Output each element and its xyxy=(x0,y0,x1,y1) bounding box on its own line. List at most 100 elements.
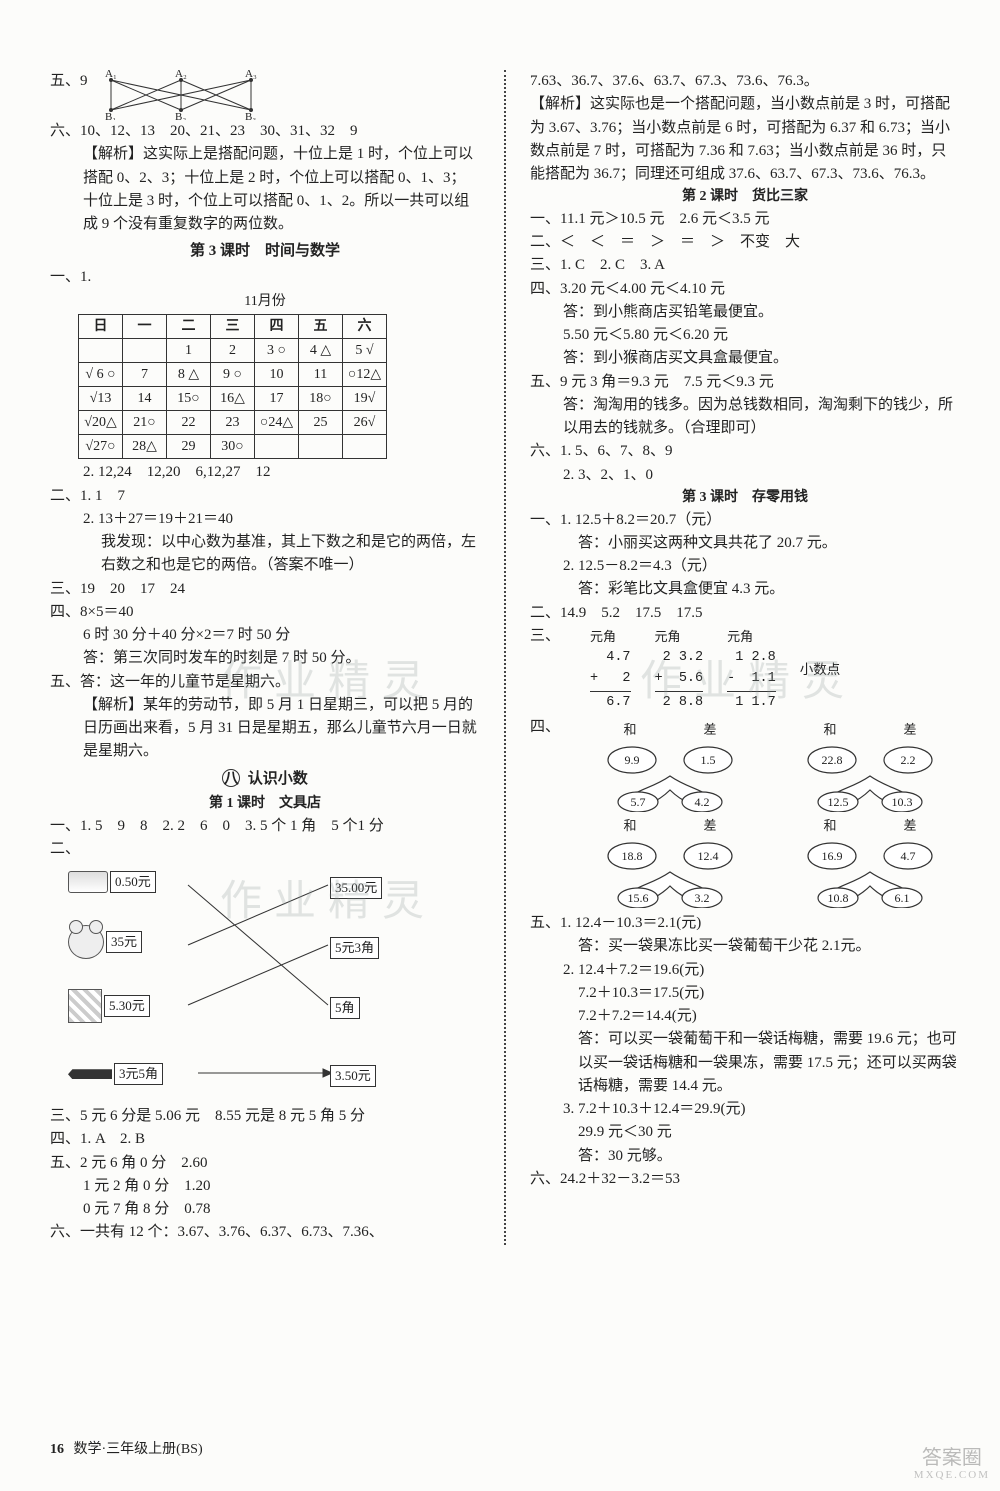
t2-two: 二、＜ ＜ ＝ ＞ ＝ ＞ 不变 大 xyxy=(530,231,960,254)
t3-one-a: 一、1. 12.5＋8.2＝20.7（元） xyxy=(530,509,960,532)
svg-text:18.8: 18.8 xyxy=(622,849,643,863)
corner-watermark: 答案圈 MXQE.COM xyxy=(914,1447,990,1481)
t3-five-3b: 29.9 元＜30 元 xyxy=(530,1121,960,1144)
t3-two: 二、14.9 5.2 17.5 17.5 xyxy=(530,602,960,625)
s1-five-c: 0 元 7 角 8 分 0.78 xyxy=(50,1198,480,1221)
cube-icon xyxy=(68,989,102,1023)
s3-five: 五、答：这一年的儿童节是星期六。 xyxy=(50,671,480,694)
page-root: 五、9 A₁A₂A₃ B₁B₂B₃ 六、10、12、13 20、21、23 30… xyxy=(0,0,1000,1285)
q5-9: 五、9 A₁A₂A₃ B₁B₂B₃ xyxy=(50,70,480,120)
t2-five-a: 五、9 元 3 角＝9.3 元 7.5 元＜9.3 元 xyxy=(530,371,960,394)
calendar-title: 11月份 xyxy=(50,291,480,313)
svg-text:6.1: 6.1 xyxy=(895,891,910,905)
t3-five-1b: 答：买一袋果冻比买一袋葡萄干少花 2.1元。 xyxy=(530,935,960,958)
page-footer: 16 数学·三年级上册(BS) xyxy=(50,1439,203,1461)
eraser-icon xyxy=(68,871,108,893)
circle-number-icon: 八 xyxy=(222,769,240,787)
s3-five-ana: 【解析】某年的劳动节，即 5 月 1 日星期三，可以把 5 月的日历画出来看，5… xyxy=(50,694,480,764)
vertical-arith-3: 元角 1 2.8- 1.1 1 1.7 xyxy=(727,627,776,714)
column-divider xyxy=(504,70,506,1245)
svg-text:4.2: 4.2 xyxy=(695,795,710,809)
svg-text:B₃: B₃ xyxy=(245,111,256,120)
pen-icon xyxy=(68,1069,112,1079)
t3-one-b: 答：小丽买这两种文具共花了 20.7 元。 xyxy=(530,532,960,555)
flower-diagram-4: 和差 16.94.7 10.86.1 xyxy=(790,816,950,908)
bipartite-graph-icon: A₁A₂A₃ B₁B₂B₃ xyxy=(91,70,271,120)
s3-q1-lead: 一、1. xyxy=(50,269,91,285)
svg-text:16.9: 16.9 xyxy=(822,849,843,863)
svg-text:10.8: 10.8 xyxy=(828,891,849,905)
footer-label: 数学·三年级上册(BS) xyxy=(74,1442,203,1457)
t3-four: 四、 和差 9.91.5 5.74.2 xyxy=(530,716,960,912)
t2-four-c: 5.50 元＜5.80 元＜6.20 元 xyxy=(530,324,960,347)
r-top-ana: 【解析】这实际也是一个搭配问题，当小数点前是 3 时，可搭配为 3.67、3.7… xyxy=(530,93,960,186)
svg-text:B₁: B₁ xyxy=(105,111,116,120)
t3-five-3c: 答：30 元够。 xyxy=(530,1145,960,1168)
vertical-arith-1: 元角 4.7+ 2 6.7 xyxy=(590,627,631,714)
svg-text:22.8: 22.8 xyxy=(822,753,843,767)
t3-five-2d: 答：可以买一袋葡萄干和一袋话梅糖，需要 19.6 元；也可以买一袋话梅糖和一袋果… xyxy=(530,1028,960,1098)
table-row: √131415○16△1718○19√ xyxy=(79,387,387,411)
s1-five-b: 1 元 2 角 0 分 1.20 xyxy=(50,1175,480,1198)
s3-three: 三、19 20 17 24 xyxy=(50,578,480,601)
s1-five-a: 五、2 元 6 角 0 分 2.60 xyxy=(50,1152,480,1175)
right-column: 7.63、36.7、37.6、63.7、67.3、73.6、76.3。 【解析】… xyxy=(530,70,960,1245)
flower-diagram-1: 和差 9.91.5 5.74.2 xyxy=(590,720,750,812)
svg-text:3.2: 3.2 xyxy=(695,891,710,905)
t2-four-d: 答：到小猴商店买文具盒最便宜。 xyxy=(530,347,960,370)
svg-text:9.9: 9.9 xyxy=(625,753,640,767)
svg-text:4.7: 4.7 xyxy=(901,849,916,863)
svg-text:15.6: 15.6 xyxy=(628,891,649,905)
svg-text:12.4: 12.4 xyxy=(698,849,719,863)
decimal-point-label: 小数点 xyxy=(800,660,841,681)
november-calendar: 日一二 三四五六 123 ○4 △5 √ √ 6 ○78 △9 ○1011○12… xyxy=(78,314,387,459)
table-row: 日一二 三四五六 xyxy=(79,315,387,339)
s3-title: 第 3 课时 时间与数学 xyxy=(50,240,480,263)
q6-line: 六、10、12、13 20、21、23 30、31、32 9 xyxy=(50,120,480,143)
s1-three: 三、5 元 6 分是 5.06 元 8.55 元是 8 元 5 角 5 分 xyxy=(50,1105,480,1128)
s3-line2: 2. 12,24 12,20 6,12,27 12 xyxy=(50,461,480,484)
flower-diagram-2: 和差 22.82.2 12.510.3 xyxy=(790,720,950,812)
vertical-arith-2: 元角 2 3.2+ 5.6 2 8.8 xyxy=(655,627,704,714)
t2-six-a: 六、1. 5、6、7、8、9 xyxy=(530,440,960,463)
t2-six-b: 2. 3、2、1、0 xyxy=(530,464,960,487)
q5-9-label: 五、9 xyxy=(50,70,88,120)
t2-title: 第 2 课时 货比三家 xyxy=(530,186,960,208)
svg-text:2.2: 2.2 xyxy=(901,753,916,767)
left-column: 五、9 A₁A₂A₃ B₁B₂B₃ 六、10、12、13 20、21、23 30… xyxy=(50,70,480,1245)
s3-four: 四、8×5＝40 xyxy=(50,601,480,624)
s3-two-2: 2. 13＋27＝19＋21＝40 xyxy=(50,508,480,531)
svg-text:1.5: 1.5 xyxy=(701,753,716,767)
table-row: √ 6 ○78 △9 ○1011○12△ xyxy=(79,363,387,387)
svg-text:A₁: A₁ xyxy=(105,70,117,80)
t2-four-a: 四、3.20 元＜4.00 元＜4.10 元 xyxy=(530,278,960,301)
t3-five-1a: 五、1. 12.4－10.3＝2.1(元) xyxy=(530,912,960,935)
svg-text:A₂: A₂ xyxy=(175,70,187,80)
bear-icon xyxy=(68,925,104,959)
s3-two-2b: 我发现：以中心数为基准，其上下数之和是它的两倍，左右数之和也是它的两倍。（答案不… xyxy=(50,531,480,578)
s1-one: 一、1. 5 9 8 2. 2 6 0 3. 5 个 1 角 5 个1 分 xyxy=(50,815,480,838)
svg-text:A₃: A₃ xyxy=(245,70,257,80)
table-row: √27○28△2930○ xyxy=(79,435,387,459)
s3-four-b: 6 时 30 分＋40 分×2＝7 时 50 分 xyxy=(50,624,480,647)
flower-diagram-3: 和差 18.812.4 15.63.2 xyxy=(590,816,750,908)
t3-five-3a: 3. 7.2＋10.3＋12.4＝29.9(元) xyxy=(530,1098,960,1121)
t2-three: 三、1. C 2. C 3. A xyxy=(530,254,960,277)
r-top: 7.63、36.7、37.6、63.7、67.3、73.6、76.3。 xyxy=(530,70,960,93)
q6-analysis: 【解析】这实际上是搭配问题，十位上是 1 时，个位上可以搭配 0、2、3；十位上… xyxy=(50,143,480,236)
t3-five-2c: 7.2＋7.2＝14.4(元) xyxy=(530,1005,960,1028)
t3-six: 六、24.2＋32－3.2＝53 xyxy=(530,1168,960,1191)
matching-diagram: 0.50元 35元 5.30元 3元5角 35.00元 5元3角 5角 3.50… xyxy=(68,863,448,1103)
table-row: √20△21○2223○24△2526√ xyxy=(79,411,387,435)
svg-text:5.7: 5.7 xyxy=(631,795,646,809)
t3-five-2b: 7.2＋10.3＝17.5(元) xyxy=(530,982,960,1005)
s1-four: 四、1. A 2. B xyxy=(50,1128,480,1151)
t3-one-d: 答：彩笔比文具盒便宜 4.3 元。 xyxy=(530,578,960,601)
s3-four-c: 答：第三次同时发车的时刻是 7 时 50 分。 xyxy=(50,647,480,670)
t3-five-2a: 2. 12.4＋7.2＝19.6(元) xyxy=(530,959,960,982)
t2-four-b: 答：到小熊商店买铅笔最便宜。 xyxy=(530,301,960,324)
t2-five-b: 答：淘淘用的钱多。因为总钱数相同，淘淘剩下的钱少，所以用去的钱就多。（合理即可） xyxy=(530,394,960,441)
s1-two-lead: 二、 xyxy=(50,838,480,861)
t3-title: 第 3 课时 存零用钱 xyxy=(530,487,960,509)
page-number: 16 xyxy=(50,1442,64,1457)
